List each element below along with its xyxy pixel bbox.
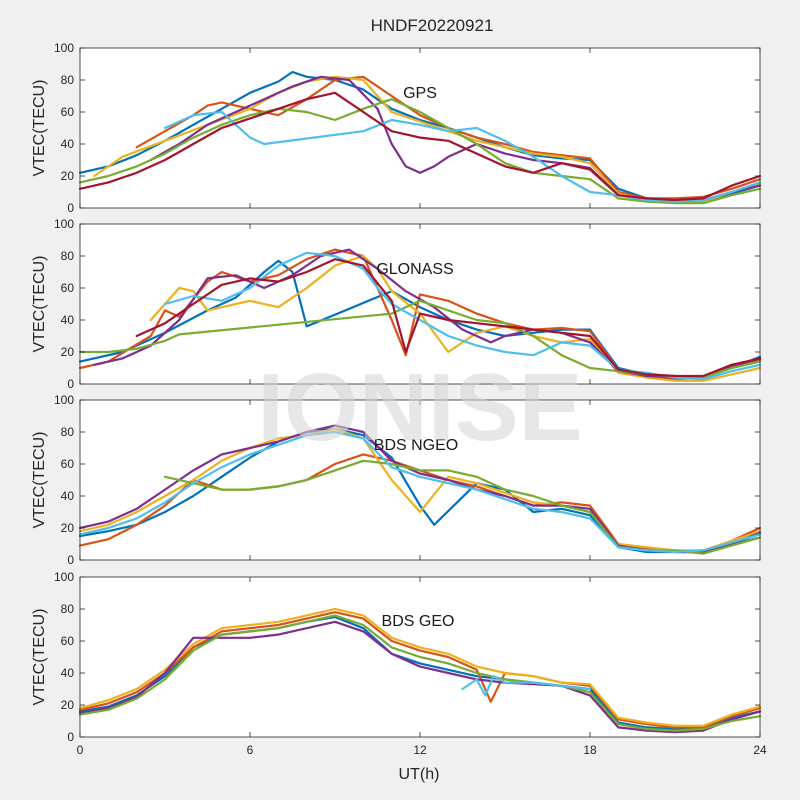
y-tick-label: 80 (61, 73, 75, 87)
series-line-1 (78, 611, 762, 729)
y-tick-label: 20 (61, 698, 75, 712)
series-line-2 (149, 254, 762, 382)
series-line-5 (78, 430, 762, 554)
series-line-5 (163, 110, 762, 203)
panel-3: 0 20 40 60 80 100 0 6 12 18 24 VTEC(TECU) BDS GEO (31, 570, 767, 757)
y-tick-label: 100 (54, 41, 74, 55)
y-tick-label: 60 (61, 281, 75, 295)
y-tick-label: 80 (61, 249, 75, 263)
y-tick-label: 80 (61, 602, 75, 616)
series-line-4 (78, 614, 762, 732)
y-tick-label: 0 (67, 201, 74, 215)
series-line-3 (93, 248, 762, 379)
y-tick-label: 20 (61, 169, 75, 183)
y-tick-label: 100 (54, 217, 74, 231)
panel-1: 0 20 40 60 80 100 VTEC(TECU) GLONASS (31, 217, 762, 391)
figure-title: HNDF20220921 (371, 16, 494, 35)
y-tick-label: 20 (61, 521, 75, 535)
series-line-4 (78, 98, 762, 205)
series-line-6 (78, 91, 762, 202)
series-line-3 (78, 620, 762, 734)
y-tick-label: 20 (61, 345, 75, 359)
watermark: IONISE (257, 354, 582, 461)
plot-area (80, 48, 760, 208)
y-axis-label: VTEC(TECU) (31, 432, 48, 529)
y-tick-label: 60 (61, 634, 75, 648)
y-axis-label: VTEC(TECU) (31, 256, 48, 353)
panel-0: 0 20 40 60 80 100 VTEC(TECU) GPS (31, 41, 762, 215)
series-line-0 (78, 427, 762, 554)
y-axis-label: VTEC(TECU) (31, 80, 48, 177)
y-axis-label: VTEC(TECU) (31, 609, 48, 706)
y-tick-label: 60 (61, 457, 75, 471)
y-tick-label: 100 (54, 393, 74, 407)
series-line-2 (78, 607, 762, 727)
panel-2: 0 20 40 60 80 100 VTEC(TECU) BDS NGEO (31, 393, 762, 567)
x-tick-label: 6 (247, 743, 254, 757)
y-tick-label: 0 (67, 377, 74, 391)
panel-label: BDS NGEO (374, 437, 458, 454)
y-tick-label: 60 (61, 105, 75, 119)
x-axis-label: UT(h) (399, 766, 440, 783)
x-tick-label: 12 (413, 743, 427, 757)
x-tick-label: 0 (77, 743, 84, 757)
y-tick-label: 0 (67, 553, 74, 567)
x-tick-label: 18 (583, 743, 597, 757)
y-tick-label: 40 (61, 137, 75, 151)
series-line-2 (78, 427, 762, 552)
panel-label: GPS (403, 85, 437, 102)
y-tick-label: 40 (61, 489, 75, 503)
y-tick-label: 40 (61, 666, 75, 680)
panel-label: GLONASS (376, 261, 453, 278)
panel-label: BDS GEO (382, 613, 455, 630)
y-tick-label: 80 (61, 425, 75, 439)
series-line-5 (461, 675, 592, 697)
y-tick-label: 0 (67, 730, 74, 744)
x-tick-label: 24 (753, 743, 767, 757)
y-tick-label: 100 (54, 570, 74, 584)
series-line-6 (135, 258, 762, 378)
y-tick-label: 40 (61, 313, 75, 327)
